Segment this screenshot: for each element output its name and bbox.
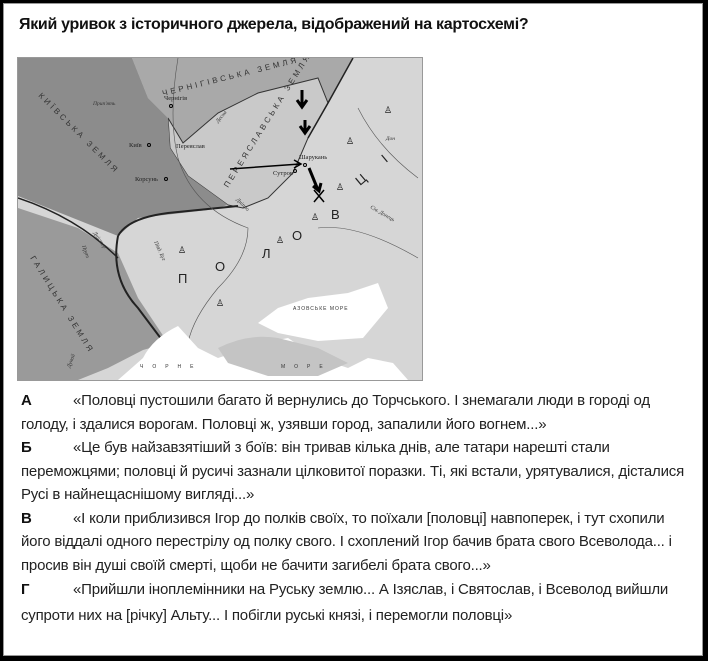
crimea: [218, 336, 348, 376]
campaign-arrows: [229, 90, 323, 194]
page: Який уривок з історичного джерела, відоб…: [3, 3, 703, 656]
option-v[interactable]: В «І коли приблизився Ігор до полків свої…: [21, 507, 696, 578]
battle-icon: [313, 189, 325, 203]
polovtsi-letter: О: [292, 228, 302, 243]
svg-text:Київ: Київ: [129, 142, 142, 149]
city-sharukan: Шарукань: [299, 154, 327, 167]
option-text: «Це був найзавзятіший з боїв: він тривав…: [21, 439, 684, 503]
option-text: «Половці пустошили багато й вернулись до…: [21, 392, 650, 433]
option-letter: Г: [21, 581, 30, 598]
river-label-don: Дон: [385, 136, 395, 142]
svg-text:Чернігів: Чернігів: [164, 95, 187, 102]
svg-text:♙: ♙: [216, 298, 224, 308]
border-line-2: [115, 235, 169, 349]
svg-text:♙: ♙: [336, 182, 344, 192]
svg-text:♙: ♙: [311, 212, 319, 222]
river-label-prut: Прут: [80, 244, 90, 259]
azov-sea: [258, 283, 388, 341]
border-line: [117, 205, 239, 237]
option-text: «Прийшли іноплемінники на Руську землю..…: [21, 581, 669, 624]
svg-text:Шарукань: Шарукань: [299, 154, 327, 161]
option-letter: А: [21, 392, 32, 409]
pereyaslav-land: [167, 77, 329, 209]
svg-text:Переяслав: Переяслав: [176, 143, 205, 150]
city-kyiv: Київ: [129, 142, 151, 149]
polovtsi-camp-icon: ♙ ♙ ♙ ♙ ♙ ♙ ♙: [178, 105, 392, 308]
svg-text:Сутров: Сутров: [273, 170, 293, 177]
option-h[interactable]: Г «Прийшли іноплемінники на Руську землю.…: [21, 577, 696, 629]
kyiv-land: [18, 58, 228, 236]
river-label-prypiat: Прип'ять: [92, 101, 116, 107]
city-pereyaslav: Переяслав: [176, 143, 205, 150]
river-label-danube: Дунай: [65, 353, 77, 370]
polovtsi-letter: О: [215, 259, 225, 274]
river-don: [357, 107, 419, 179]
svg-text:♙: ♙: [346, 136, 354, 146]
svg-text:♙: ♙: [276, 235, 284, 245]
polovtsi-letter: Л: [262, 246, 271, 261]
border-line-4: [307, 58, 354, 139]
svg-text:♙: ♙: [384, 105, 392, 115]
option-text: «І коли приблизився Ігор до полків своїх…: [21, 509, 672, 574]
galician-land: [18, 208, 168, 380]
historical-map: ЧЕРНІГІВСЬКА ЗЕМЛЯ КИЇВСЬКА ЗЕМЛЯ ПЕРЕЯС…: [17, 57, 423, 381]
border-line-3: [18, 197, 119, 259]
svg-text:Корсунь: Корсунь: [135, 176, 158, 183]
city-korsun: Корсунь: [135, 176, 168, 183]
city-chernihiv: Чернігів: [164, 95, 187, 108]
svg-text:♙: ♙: [178, 245, 186, 255]
river-dnipro: [172, 58, 249, 344]
polovtsi-letter: В: [331, 207, 340, 222]
answer-options: А «Половці пустошили багато й вернулись д…: [21, 389, 696, 629]
option-letter: Б: [21, 439, 32, 456]
question-title: Який уривок з історичного джерела, відоб…: [19, 16, 529, 33]
city-sutrov: Сутров: [273, 169, 297, 177]
option-letter: В: [21, 509, 32, 527]
sea-label-black-2: МОРЕ: [281, 364, 332, 370]
sea-label-azov: АЗОВСЬКЕ МОРЕ: [293, 306, 349, 312]
option-b[interactable]: Б «Це був найзавзятіший з боїв: він трива…: [21, 436, 696, 507]
option-a[interactable]: А «Половці пустошили багато й вернулись д…: [21, 389, 696, 436]
sea-label-black-1: ЧОРНЕ: [140, 364, 203, 370]
river-donets: [317, 227, 419, 259]
polovtsi-letter: П: [178, 271, 187, 286]
